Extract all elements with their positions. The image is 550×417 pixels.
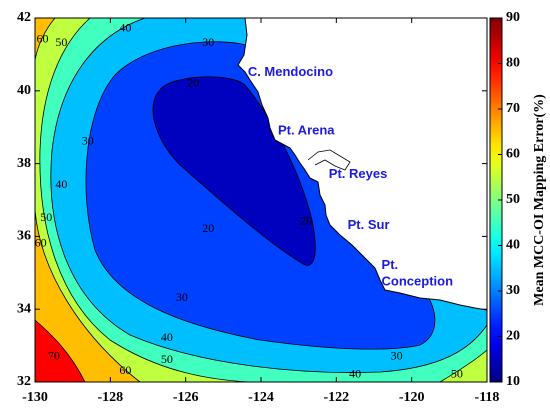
contour-label: 50 [55, 35, 67, 49]
x-tick-label: -120 [399, 390, 425, 405]
contour-label: 50 [451, 366, 463, 380]
y-tick-label: 38 [17, 156, 31, 171]
x-tick-label: -124 [248, 390, 274, 405]
contour-label: 40 [161, 330, 173, 344]
place-label: C. Mendocino [248, 64, 333, 79]
place-label: Conception [382, 273, 454, 288]
colorbar-tick-label: 20 [506, 329, 520, 344]
x-tick-label: -128 [97, 390, 123, 405]
place-label: Pt. Reyes [329, 166, 388, 181]
contour-label: 70 [48, 348, 60, 362]
contour-label: 40 [55, 177, 67, 191]
contour-label: 40 [119, 21, 131, 35]
contour-label: 50 [161, 352, 173, 366]
y-tick-label: 32 [17, 374, 31, 389]
colorbar-tick-label: 50 [506, 192, 520, 207]
place-label: Pt. [382, 257, 399, 272]
contour-label: 30 [82, 134, 94, 148]
x-tick-label: -130 [22, 390, 48, 405]
land [237, 18, 487, 311]
x-tick-label: -118 [475, 390, 500, 405]
contour-label: 30 [202, 35, 214, 49]
y-tick-label: 36 [17, 229, 31, 244]
colorbar-label: Mean MCC-OI Mapping Error(%) [532, 94, 547, 306]
place-label: Pt. Arena [278, 122, 335, 137]
contour-label: 30 [391, 348, 403, 362]
y-tick-label: 34 [17, 301, 31, 316]
contour-label: 60 [119, 363, 131, 377]
contour-label: 60 [37, 32, 49, 46]
colorbar-tick-label: 10 [506, 374, 520, 389]
contour-label: 20 [300, 214, 312, 228]
bay [307, 149, 351, 171]
colorbar-tick-label: 60 [506, 147, 520, 162]
colorbar-tick-label: 90 [506, 10, 520, 25]
colorbar-tick-label: 70 [506, 101, 520, 116]
colorbar-tick-label: 80 [506, 56, 520, 71]
contour-label: 60 [35, 235, 47, 249]
contour-label: 20 [187, 75, 199, 89]
x-tick-label: -126 [173, 390, 199, 405]
y-tick-label: 42 [17, 10, 31, 25]
x-tick-label: -122 [323, 390, 349, 405]
contour-band [152, 76, 316, 266]
contour-label: 20 [202, 221, 214, 235]
y-tick-label: 40 [17, 83, 31, 98]
map [35, 18, 487, 382]
contour-label: 40 [349, 366, 361, 380]
contour-label: 30 [176, 290, 188, 304]
place-label: Pt. Sur [348, 217, 390, 232]
colorbar-tick-label: 30 [506, 283, 520, 298]
colorbar-tick-label: 40 [506, 238, 520, 253]
contour-label: 50 [40, 210, 52, 224]
